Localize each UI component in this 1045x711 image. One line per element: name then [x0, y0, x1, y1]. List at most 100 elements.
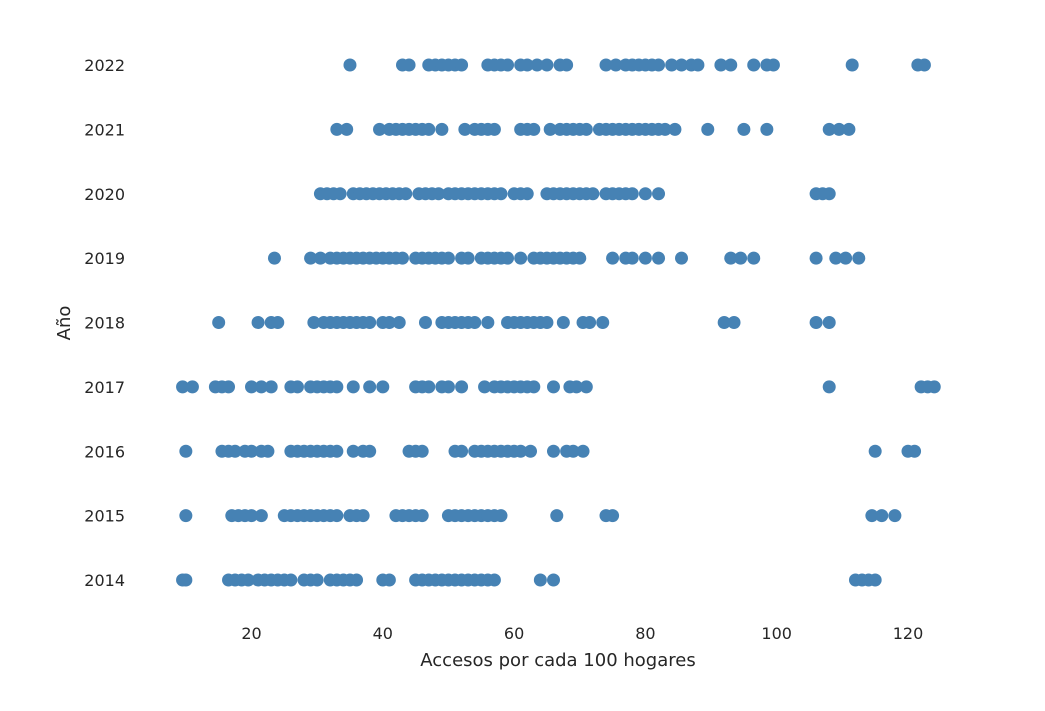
- data-point: [251, 316, 265, 329]
- data-point: [917, 58, 931, 72]
- data-point: [809, 316, 823, 329]
- data-point: [822, 316, 836, 329]
- data-point: [267, 251, 281, 265]
- data-point: [346, 380, 360, 394]
- data-point: [310, 573, 324, 587]
- data-point: [395, 251, 409, 265]
- data-point: [185, 380, 199, 394]
- data-point: [691, 58, 705, 72]
- data-point: [487, 573, 501, 587]
- data-point: [271, 316, 285, 329]
- x-tick-label: 80: [635, 624, 655, 643]
- data-point: [455, 380, 469, 394]
- data-point: [546, 444, 560, 458]
- data-point: [461, 251, 475, 265]
- data-point: [822, 380, 836, 394]
- data-point: [530, 58, 544, 72]
- data-point: [832, 122, 846, 136]
- data-point: [599, 58, 613, 72]
- data-point: [668, 122, 682, 136]
- data-point: [363, 380, 377, 394]
- data-point: [839, 251, 853, 265]
- data-point: [245, 509, 258, 523]
- data-point: [543, 122, 557, 136]
- data-point: [435, 122, 449, 136]
- data-point: [737, 122, 751, 136]
- data-point: [340, 122, 354, 136]
- data-point: [717, 316, 731, 329]
- data-point: [441, 251, 455, 265]
- data-point: [501, 251, 515, 265]
- data-point: [596, 316, 610, 329]
- data-point: [606, 251, 620, 265]
- data-point: [747, 58, 761, 72]
- data-points: [176, 58, 941, 587]
- data-point: [868, 444, 882, 458]
- data-point: [418, 316, 432, 329]
- data-point: [346, 444, 360, 458]
- data-point: [566, 444, 580, 458]
- y-tick-label: 2019: [84, 249, 125, 268]
- x-tick-label: 40: [373, 624, 393, 643]
- data-point: [399, 187, 413, 201]
- data-point: [842, 122, 856, 136]
- data-point: [478, 380, 492, 394]
- data-point: [392, 316, 406, 329]
- data-point: [514, 444, 528, 458]
- data-point: [540, 58, 554, 72]
- data-point: [868, 573, 882, 587]
- data-point: [527, 122, 541, 136]
- data-point: [675, 251, 689, 265]
- data-point: [560, 58, 574, 72]
- data-point: [382, 573, 396, 587]
- data-point: [747, 251, 761, 265]
- data-point: [307, 316, 321, 329]
- data-point: [363, 316, 377, 329]
- x-tick-label: 100: [761, 624, 792, 643]
- data-point: [658, 122, 672, 136]
- data-point: [701, 122, 715, 136]
- data-point: [487, 122, 501, 136]
- data-point: [330, 380, 344, 394]
- data-point: [501, 58, 515, 72]
- data-point: [550, 509, 564, 523]
- data-point: [254, 380, 268, 394]
- data-point: [494, 187, 508, 201]
- data-point: [363, 444, 377, 458]
- data-point: [809, 251, 823, 265]
- data-point: [579, 380, 593, 394]
- x-tick-label: 60: [504, 624, 524, 643]
- data-point: [845, 58, 859, 72]
- data-point: [852, 251, 866, 265]
- data-point: [330, 122, 344, 136]
- data-point: [546, 573, 560, 587]
- data-point: [606, 509, 620, 523]
- data-point: [533, 573, 547, 587]
- data-point: [908, 444, 922, 458]
- data-point: [583, 316, 597, 329]
- data-point: [415, 444, 429, 458]
- data-point: [927, 380, 941, 394]
- data-point: [382, 316, 396, 329]
- data-point: [290, 380, 304, 394]
- data-point: [576, 444, 590, 458]
- data-point: [822, 187, 836, 201]
- data-point: [609, 58, 623, 72]
- data-point: [455, 444, 469, 458]
- data-point: [520, 187, 534, 201]
- data-point: [638, 187, 652, 201]
- y-tick-label: 2022: [84, 56, 125, 75]
- data-point: [494, 509, 508, 523]
- data-point: [888, 509, 902, 523]
- x-tick-label: 120: [893, 624, 924, 643]
- data-point: [569, 380, 583, 394]
- data-point: [356, 509, 370, 523]
- data-point: [222, 380, 236, 394]
- data-point: [241, 573, 255, 587]
- y-axis-ticks: 2014 2015 2016 2017 2018 2019 2020 2021 2022: [84, 56, 125, 590]
- data-point: [724, 58, 738, 72]
- data-point: [665, 58, 679, 72]
- data-point: [865, 509, 879, 523]
- data-point: [373, 122, 387, 136]
